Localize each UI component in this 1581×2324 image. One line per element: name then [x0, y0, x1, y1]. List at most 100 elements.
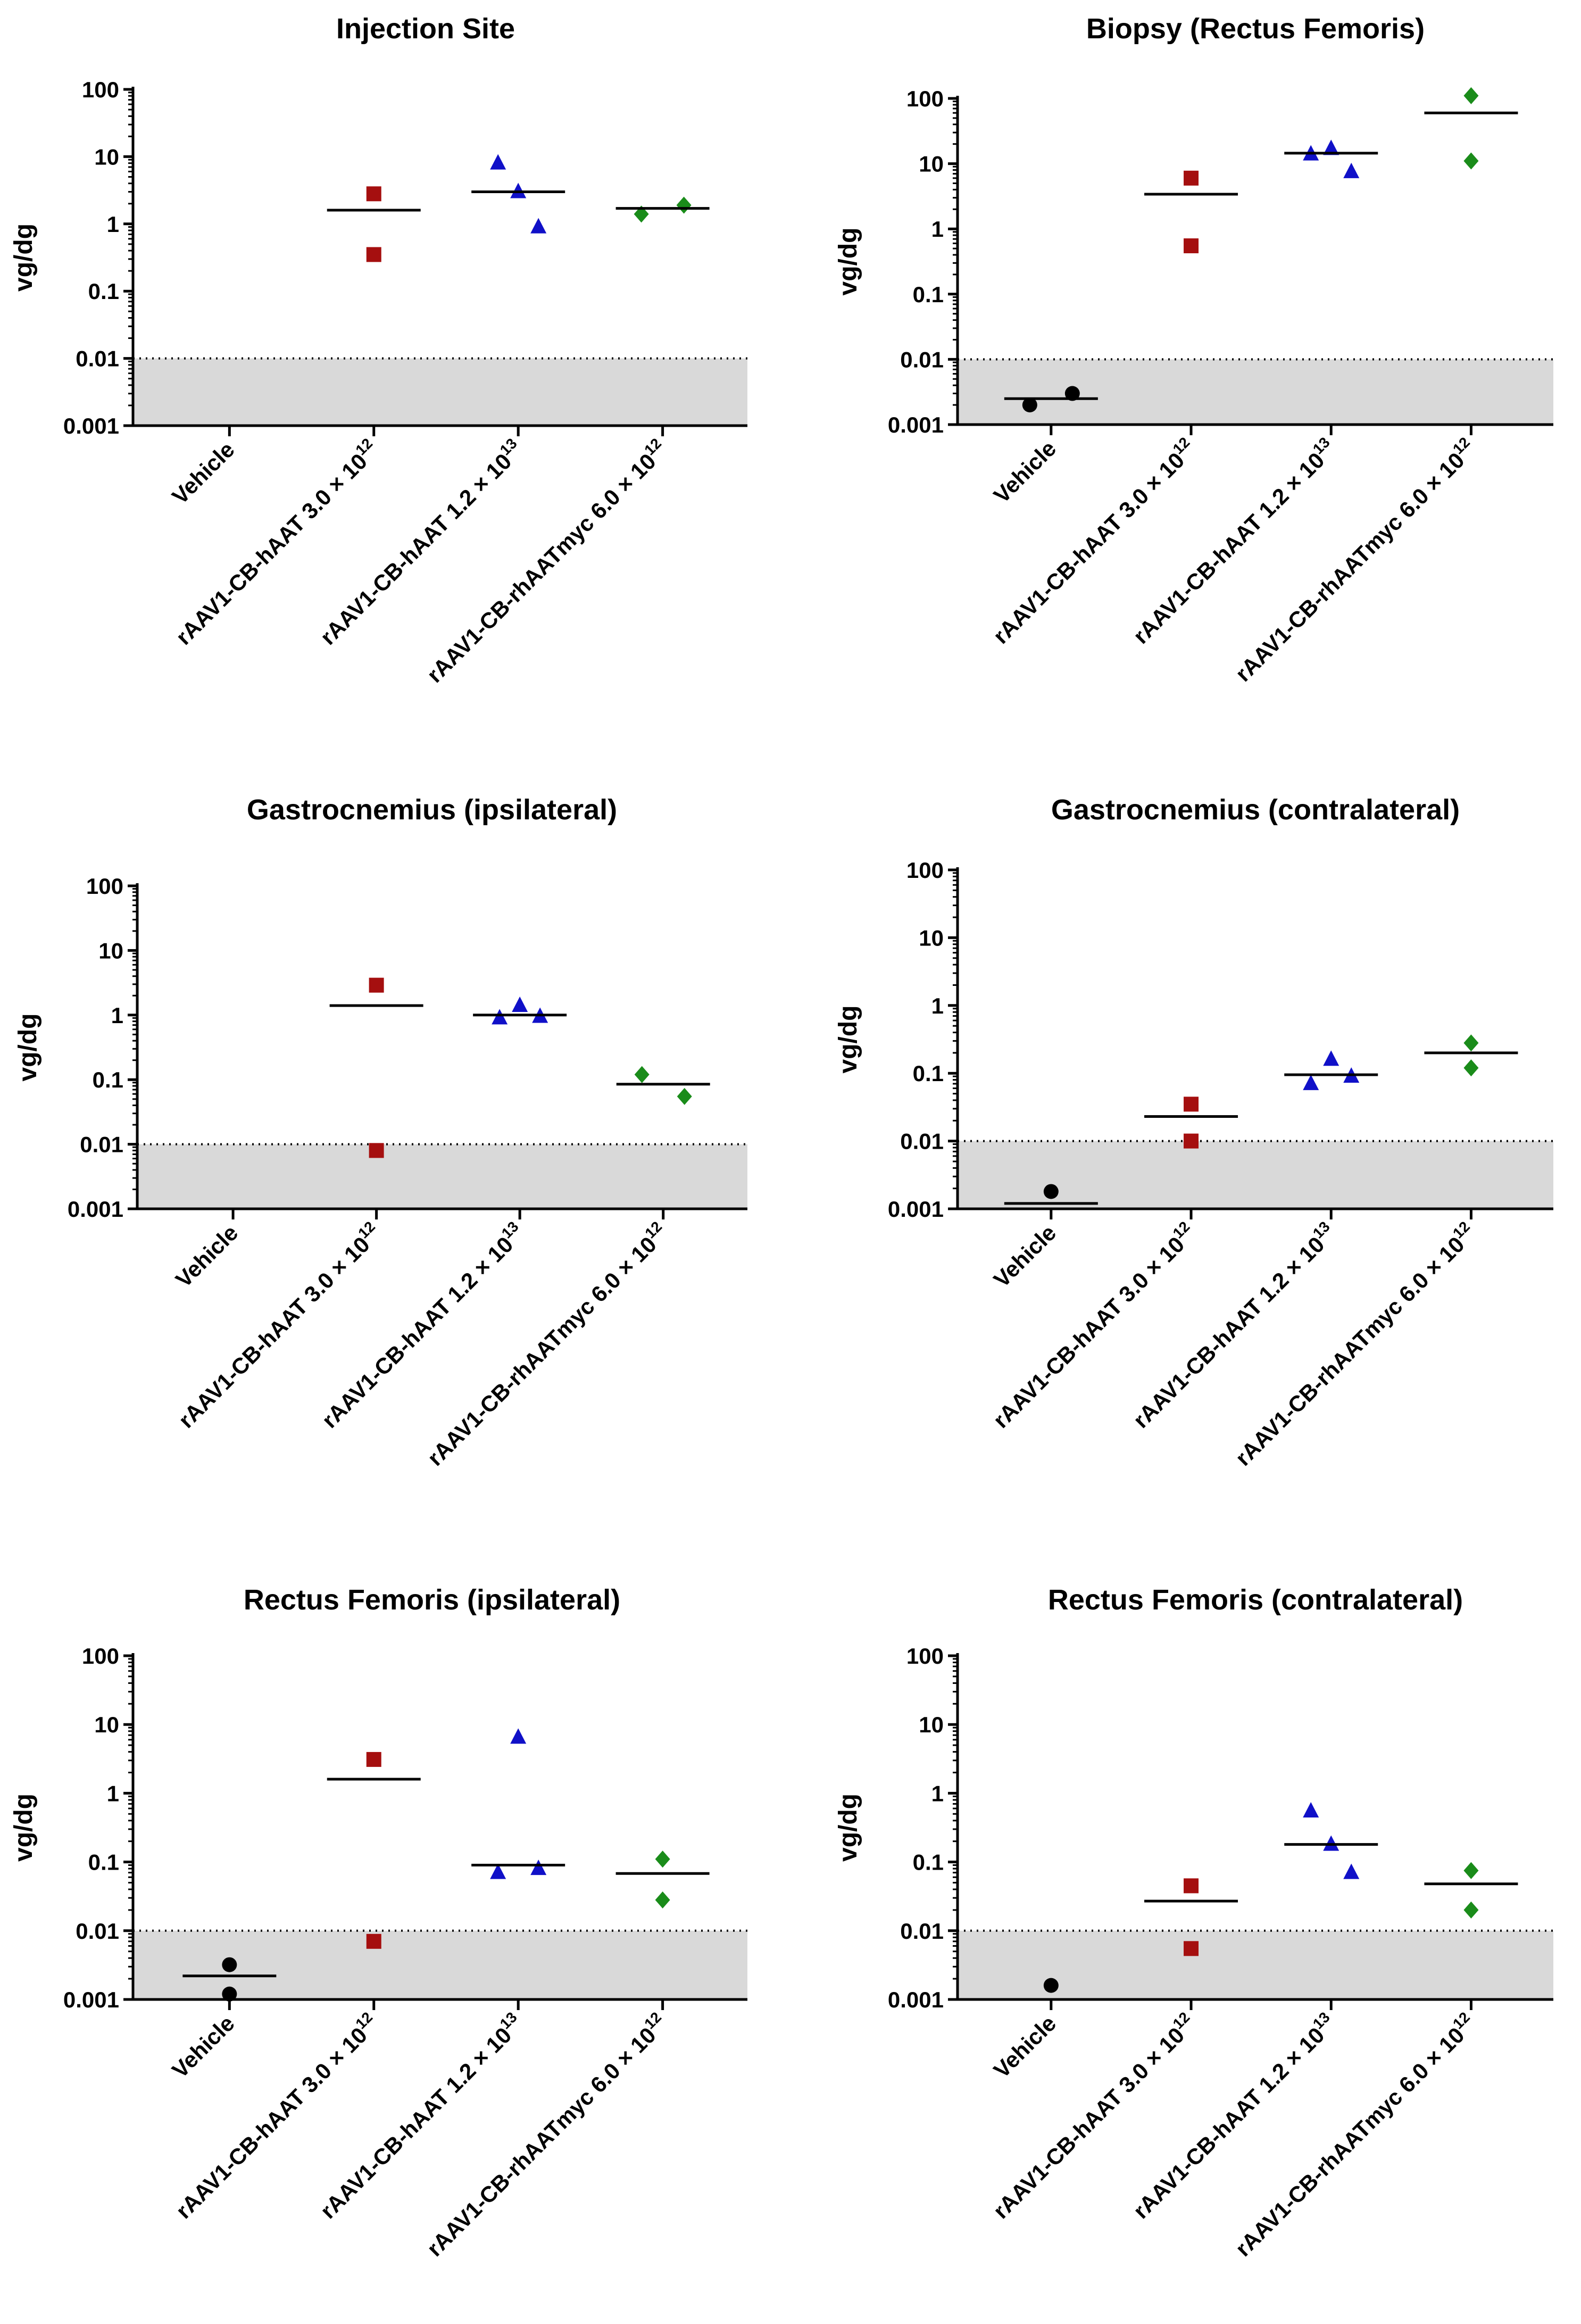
x-tick-label: rAAV1-CB-rhAATmyc 6.0 × 1012: [1228, 1218, 1480, 1471]
data-point: [530, 1860, 547, 1875]
x-tick-label: Vehicle: [171, 1220, 243, 1292]
x-tick-label: Vehicle: [167, 2011, 239, 2083]
panel-title: Rectus Femoris (ipsilateral): [244, 1584, 620, 1616]
data-point: [366, 1933, 381, 1949]
panel-title: Gastrocnemius (ipsilateral): [247, 794, 617, 826]
x-tick-label: rAAV1-CB-rhAATmyc 6.0 × 1012: [420, 435, 672, 687]
panel-3: Gastrocnemius (ipsilateral) 0.001 0.01 0.1 1…: [14, 794, 747, 1471]
x-tick-label: Vehicle: [167, 437, 239, 509]
panel-title: Biopsy (Rectus Femoris): [1086, 13, 1425, 45]
data-point: [1064, 386, 1080, 401]
data-point: [655, 1850, 670, 1868]
data-point: [1463, 1862, 1479, 1879]
y-tick-label: 0.001: [888, 412, 944, 437]
y-tick-label: 0.001: [63, 413, 119, 438]
y-tick-label: 10: [94, 144, 119, 169]
y-tick-label: 1: [931, 993, 944, 1018]
x-tick-label: rAAV1-CB-rhAATmyc 6.0 × 1012: [420, 2009, 672, 2261]
data-point: [510, 1728, 527, 1744]
y-axis-label: vg/dg: [10, 1794, 38, 1862]
y-axis-label: vg/dg: [10, 223, 38, 292]
x-tick-label: rAAV1-CB-rhAATmyc 6.0 × 1012: [421, 1218, 673, 1471]
data-point: [1184, 1133, 1199, 1149]
y-axis-label: vg/dg: [834, 1794, 862, 1862]
x-tick-label: rAAV1-CB-rhAATmyc 6.0 × 1012: [1228, 434, 1480, 686]
panel-title: Injection Site: [336, 13, 515, 45]
y-tick-label: 10: [919, 925, 944, 950]
y-tick-label: 0.001: [888, 1197, 944, 1222]
data-point: [222, 1986, 237, 2002]
y-tick-label: 100: [86, 874, 123, 899]
data-point: [1184, 1097, 1199, 1112]
y-tick-label: 100: [906, 1644, 944, 1669]
y-tick-label: 100: [906, 858, 944, 883]
data-point: [677, 1088, 692, 1105]
data-point: [1463, 1901, 1479, 1919]
y-tick-label: 10: [919, 1712, 944, 1737]
data-point: [1184, 170, 1199, 186]
data-point: [1303, 1802, 1319, 1817]
data-point: [1303, 1074, 1319, 1090]
y-tick-label: 0.001: [63, 1987, 119, 2012]
below-lloq-shade: [133, 358, 747, 426]
data-point: [1323, 1050, 1339, 1066]
y-tick-label: 0.01: [900, 347, 944, 372]
y-tick-label: 0.01: [80, 1132, 123, 1157]
panel-5: Rectus Femoris (ipsilateral) 0.001 0.01 0.1…: [10, 1584, 747, 2261]
data-point: [1022, 397, 1037, 413]
data-point: [512, 997, 528, 1012]
y-tick-label: 0.01: [900, 1129, 944, 1154]
x-tick-label: Vehicle: [989, 2011, 1061, 2083]
data-point: [634, 1066, 650, 1083]
x-tick-label: Vehicle: [989, 1220, 1061, 1292]
data-point: [1463, 152, 1479, 170]
below-lloq-shade: [958, 1141, 1553, 1209]
y-tick-label: 1: [107, 212, 119, 237]
y-tick-label: 0.1: [88, 1850, 119, 1875]
y-tick-label: 1: [107, 1781, 119, 1806]
data-point: [530, 218, 547, 234]
y-tick-label: 100: [82, 1644, 119, 1669]
y-tick-label: 0.01: [76, 1919, 119, 1944]
below-lloq-shade: [137, 1144, 747, 1209]
y-tick-label: 0.1: [913, 282, 944, 307]
y-tick-label: 10: [98, 938, 123, 963]
data-point: [1043, 1978, 1059, 1993]
y-tick-label: 100: [82, 77, 119, 102]
panel-6: Rectus Femoris (contralateral) 0.001 0.01 0…: [834, 1584, 1553, 2261]
y-tick-label: 1: [931, 217, 944, 242]
data-point: [1463, 87, 1479, 104]
y-axis-label: vg/dg: [834, 1006, 862, 1074]
data-point: [369, 1143, 384, 1158]
y-tick-label: 1: [111, 1003, 123, 1028]
data-point: [1463, 1059, 1479, 1077]
panel-title: Rectus Femoris (contralateral): [1048, 1584, 1463, 1616]
y-tick-label: 1: [931, 1781, 944, 1806]
below-lloq-shade: [958, 359, 1553, 425]
y-axis-label: vg/dg: [14, 1014, 42, 1082]
y-tick-label: 0.1: [88, 279, 119, 304]
data-point: [1184, 238, 1199, 254]
y-tick-label: 0.001: [888, 1987, 944, 2012]
data-point: [369, 977, 384, 993]
data-point: [1184, 1878, 1199, 1894]
x-tick-label: rAAV1-CB-rhAATmyc 6.0 × 1012: [1228, 2009, 1480, 2261]
data-point: [490, 154, 506, 170]
panel-2: Biopsy (Rectus Femoris) 0.001 0.01 0.1 1 10 10…: [834, 13, 1553, 686]
data-point: [366, 186, 381, 202]
data-point: [1463, 1034, 1479, 1052]
data-point: [1323, 139, 1339, 155]
y-tick-label: 0.1: [93, 1067, 123, 1092]
panel-4: Gastrocnemius (contralateral) 0.001 0.01 0.…: [834, 794, 1553, 1471]
y-tick-label: 0.01: [76, 346, 119, 371]
y-tick-label: 10: [94, 1712, 119, 1737]
panel-title: Gastrocnemius (contralateral): [1051, 794, 1460, 826]
y-axis-label: vg/dg: [834, 228, 862, 296]
data-point: [1184, 1941, 1199, 1956]
data-point: [1343, 162, 1360, 178]
data-point: [366, 1752, 381, 1767]
data-point: [676, 196, 692, 214]
data-point: [222, 1957, 237, 1972]
y-tick-label: 10: [919, 152, 944, 177]
